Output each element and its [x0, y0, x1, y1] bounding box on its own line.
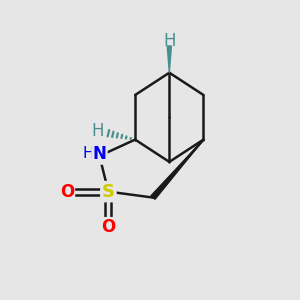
- Text: N: N: [92, 146, 106, 164]
- Polygon shape: [167, 46, 171, 73]
- Text: H: H: [163, 32, 176, 50]
- Text: H: H: [82, 146, 94, 161]
- Text: H: H: [91, 122, 104, 140]
- Text: S: S: [102, 183, 115, 201]
- Polygon shape: [151, 140, 203, 199]
- Text: O: O: [101, 218, 116, 236]
- Text: O: O: [60, 183, 74, 201]
